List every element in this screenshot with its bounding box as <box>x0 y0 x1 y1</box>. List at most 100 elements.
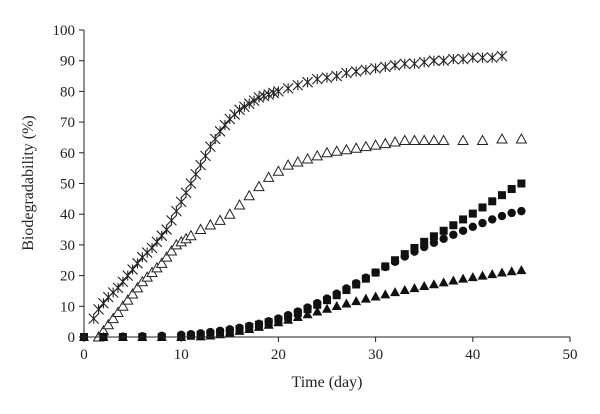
data-point-triangle-open <box>496 132 508 144</box>
data-point-x-star <box>180 187 192 199</box>
data-point-triangle-open <box>408 134 421 146</box>
data-point-x-star <box>146 242 158 254</box>
data-point-triangle-open <box>360 140 372 152</box>
x-tick-label: 10 <box>174 347 189 363</box>
data-point-circle-filled <box>517 206 526 216</box>
data-point-triangle-open <box>398 134 411 146</box>
data-point-triangle-open <box>185 229 197 241</box>
y-tick-label: 100 <box>53 23 76 39</box>
data-point-circle-filled <box>332 289 341 298</box>
y-tick-label: 90 <box>60 54 75 70</box>
data-point-x-star <box>457 53 469 65</box>
data-point-square-filled <box>488 197 497 206</box>
data-point-x-star <box>273 86 284 97</box>
data-point-square-filled <box>497 191 506 200</box>
data-point-x-star <box>117 276 129 288</box>
data-point-square-filled <box>429 232 438 241</box>
data-point-triangle-open <box>311 149 324 161</box>
data-point-triangle-open <box>233 198 246 210</box>
data-point-triangle-open <box>272 165 285 176</box>
y-tick-label: 20 <box>60 269 75 285</box>
data-point-x-star <box>166 214 177 226</box>
data-point-x-star <box>156 230 168 242</box>
data-point-square-filled <box>459 215 468 224</box>
data-point-triangle-open <box>253 180 265 192</box>
data-point-triangle-filled <box>360 293 371 303</box>
data-point-square-filled <box>449 221 458 230</box>
data-point-x-star <box>248 95 260 106</box>
data-point-triangle-filled <box>322 303 332 313</box>
data-point-circle-filled <box>371 268 380 277</box>
data-point-triangle-open <box>369 139 382 150</box>
data-point-triangle-open <box>155 257 168 268</box>
x-ticks: 0 10 20 30 40 50 <box>80 337 578 363</box>
y-tick-label: 50 <box>60 177 75 193</box>
data-point-triangle-filled <box>438 277 449 287</box>
y-tick-label: 0 <box>68 330 76 346</box>
data-point-triangle-open <box>379 137 392 149</box>
data-point-triangle-open <box>282 159 294 170</box>
data-point-triangle-filled <box>195 331 206 341</box>
data-point-triangle-filled <box>302 309 313 319</box>
data-point-circle-filled <box>293 307 303 316</box>
data-point-circle-filled <box>488 215 497 224</box>
data-point-x-star <box>311 73 323 85</box>
y-tick-label: 40 <box>60 207 75 223</box>
data-point-triangle-filled <box>467 272 478 282</box>
data-point-x-star <box>88 313 100 324</box>
x-tick-label: 40 <box>465 347 480 363</box>
data-point-triangle-open <box>194 223 207 235</box>
data-point-triangle-open <box>214 214 226 225</box>
data-point-circle-filled <box>400 252 409 261</box>
x-tick-label: 30 <box>368 347 383 363</box>
data-point-x-star <box>389 59 401 71</box>
data-point-x-star <box>350 66 362 77</box>
data-point-square-filled <box>439 226 448 235</box>
data-point-x-star <box>282 82 294 94</box>
data-point-triangle-open <box>262 171 275 182</box>
data-point-triangle-filled <box>477 270 488 280</box>
data-point-triangle-open <box>301 152 314 164</box>
data-point-x-star <box>185 178 197 189</box>
data-point-triangle-filled <box>419 281 430 291</box>
data-point-square-filled <box>420 237 429 246</box>
data-point-circle-filled <box>468 222 477 231</box>
data-point-triangle-open <box>515 132 528 144</box>
data-point-triangle-filled <box>390 287 401 297</box>
data-point-x-star <box>447 53 459 65</box>
y-tick-label: 30 <box>60 238 75 254</box>
data-point-square-filled <box>478 203 487 212</box>
data-point-triangle-open <box>476 134 489 146</box>
y-tick-label: 10 <box>60 299 75 315</box>
data-point-x-star <box>170 205 182 217</box>
x-tick-label: 20 <box>271 347 286 363</box>
data-point-triangle-filled <box>458 273 469 283</box>
data-point-x-star <box>243 98 255 110</box>
x-tick-label: 50 <box>563 347 578 363</box>
data-point-x-star <box>214 125 226 137</box>
data-point-x-star <box>200 150 211 162</box>
data-point-square-filled <box>468 209 477 218</box>
data-point-triangle-filled <box>380 289 391 299</box>
data-point-x-star <box>438 55 450 67</box>
data-point-x-star <box>219 119 231 131</box>
data-point-triangle-filled <box>399 285 410 295</box>
data-point-circle-filled <box>381 262 390 272</box>
data-point-triangle-filled <box>516 265 527 275</box>
series-x-star <box>88 50 508 324</box>
data-point-x-star <box>341 67 352 79</box>
data-point-circle-filled <box>186 330 196 339</box>
data-point-x-star <box>292 79 304 91</box>
data-point-circle-filled <box>410 247 419 256</box>
data-point-circle-filled <box>478 218 487 228</box>
data-point-triangle-filled <box>273 317 284 327</box>
data-point-triangle-open <box>243 189 256 201</box>
data-point-triangle-open <box>223 208 236 219</box>
series-triangle-open <box>92 132 528 342</box>
data-point-x-star <box>127 264 138 275</box>
data-point-circle-filled <box>429 238 439 247</box>
data-point-triangle-open <box>204 218 217 230</box>
data-point-triangle-open <box>428 134 440 146</box>
data-point-triangle-filled <box>292 312 303 322</box>
